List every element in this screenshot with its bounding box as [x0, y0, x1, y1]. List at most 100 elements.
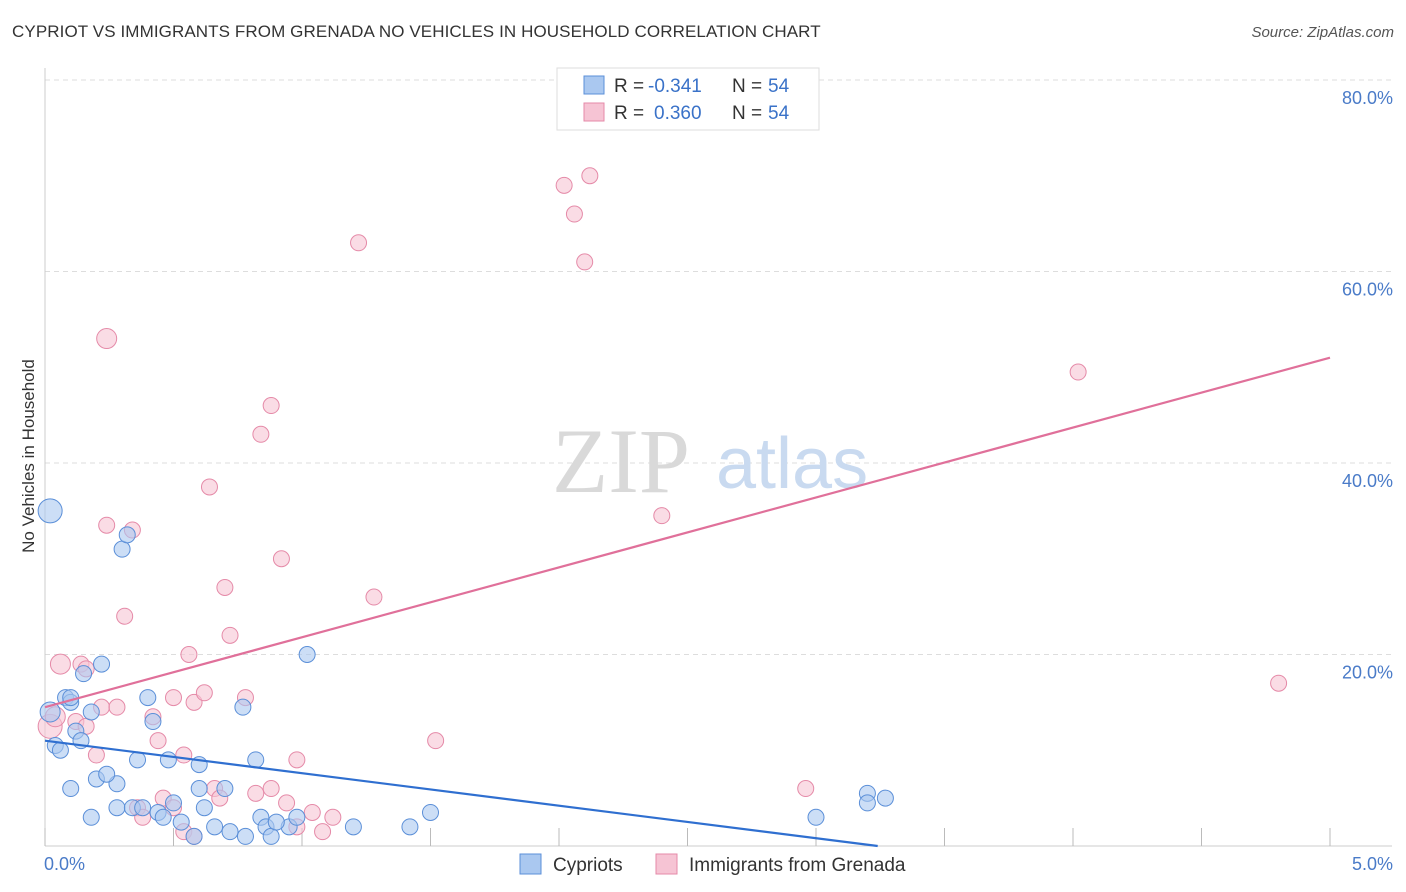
grenada-point	[221, 626, 239, 644]
legend-n-value-2: 54	[768, 103, 790, 124]
series-legend-label-cypriots: Cypriots	[553, 855, 623, 876]
cypriot-point	[221, 823, 239, 841]
legend-swatch-grenada	[583, 102, 605, 122]
grenada-point	[576, 253, 594, 271]
cypriot-point	[185, 827, 203, 845]
legend-r-value-1: -0.341	[648, 76, 702, 97]
cypriot-point	[422, 803, 439, 821]
cypriot-point	[82, 808, 100, 826]
cypriot-point	[159, 751, 177, 769]
series-legend-swatch-grenada	[655, 853, 678, 875]
cypriot-point	[190, 780, 208, 798]
cypriot-point	[108, 799, 126, 817]
y-tick-label: 20.0%	[1342, 663, 1393, 683]
grenada-point	[262, 780, 280, 798]
grenada-point	[175, 746, 193, 764]
cypriot-point	[288, 808, 306, 826]
legend-n-label-1: N =	[732, 76, 762, 97]
cypriot-point	[154, 808, 172, 826]
watermark: ZIP atlas	[552, 410, 868, 512]
grenada-point	[1270, 674, 1288, 692]
cypriot-point	[344, 818, 362, 836]
cypriot-point	[129, 751, 147, 769]
grenada-trend-line	[44, 356, 1331, 709]
series-legend-label-grenada: Immigrants from Grenada	[689, 855, 906, 876]
grenada-point	[324, 808, 342, 826]
cypriot-point	[62, 780, 80, 798]
cypriot-point	[134, 799, 152, 817]
x-tick-label-min: 0.0%	[44, 854, 85, 874]
grenada-point	[365, 588, 383, 606]
cypriot-point	[267, 813, 285, 831]
cypriot-point	[172, 813, 190, 831]
grenada-point	[653, 507, 671, 525]
cypriot-point	[858, 794, 876, 812]
y-tick-label: 60.0%	[1342, 280, 1393, 300]
cypriot-point	[876, 789, 894, 807]
y-axis-label: No Vehicles in Household	[19, 359, 38, 553]
cypriot-point	[51, 741, 69, 759]
grenada-point	[108, 698, 126, 716]
grenada-point	[216, 578, 234, 596]
grenada-point	[303, 803, 321, 821]
legend-r-label-1: R =	[614, 76, 644, 97]
grenada-point	[797, 780, 815, 798]
cypriot-points	[37, 498, 894, 845]
cypriot-point	[206, 818, 224, 836]
grenada-point	[272, 550, 290, 568]
tick-labels: 20.0% 40.0% 60.0% 80.0% 0.0% 5.0%	[44, 88, 1393, 874]
cypriot-point	[98, 765, 116, 783]
grenada-point	[200, 478, 218, 496]
grenada-point	[98, 516, 116, 534]
grenada-point	[180, 646, 198, 663]
cypriot-point	[75, 665, 93, 683]
grenada-point	[350, 234, 368, 252]
cypriot-point	[247, 751, 265, 769]
x-tick-label-max: 5.0%	[1352, 854, 1393, 874]
y-tick-label: 80.0%	[1342, 88, 1393, 108]
cypriot-point	[93, 655, 111, 673]
legend-swatch-cypriots	[583, 75, 605, 95]
cypriot-point	[234, 698, 252, 716]
legend-r-value-2: 0.360	[654, 103, 702, 124]
grenada-point	[247, 784, 265, 802]
grenada-point	[427, 732, 445, 750]
grenada-point	[581, 167, 599, 185]
cypriot-point	[165, 794, 182, 812]
legend-r-label-2: R =	[614, 103, 644, 124]
cypriot-point	[139, 689, 157, 707]
cypriot-trend-line	[44, 739, 878, 848]
grenada-point	[262, 397, 280, 415]
grenada-point	[96, 328, 118, 350]
cypriot-point	[37, 498, 63, 524]
watermark-zip: ZIP	[552, 410, 690, 512]
grenada-point	[252, 425, 270, 443]
grenada-point	[49, 653, 71, 675]
grenada-point	[314, 823, 332, 841]
correlation-legend: R = -0.341 N = 54 R = 0.360 N = 54	[556, 67, 820, 131]
cypriot-point	[195, 799, 213, 817]
grenada-point	[555, 176, 573, 194]
cypriot-point	[216, 780, 234, 798]
cypriot-point	[807, 808, 825, 826]
grenada-point	[1069, 363, 1087, 381]
legend-n-value-1: 54	[768, 76, 790, 97]
y-tick-label: 40.0%	[1342, 471, 1393, 491]
grenada-point	[195, 684, 213, 702]
cypriot-point	[262, 827, 280, 845]
cypriot-point	[298, 646, 316, 663]
legend-n-label-2: N =	[732, 103, 762, 124]
series-legend: Cypriots Immigrants from Grenada	[519, 853, 906, 876]
chart-title: CYPRIOT VS IMMIGRANTS FROM GRENADA NO VE…	[12, 22, 821, 41]
series-legend-swatch-cypriots	[519, 853, 542, 875]
cypriot-point	[113, 540, 131, 558]
cypriot-point	[144, 713, 162, 731]
trend-lines	[44, 356, 1331, 848]
grenada-point	[565, 205, 583, 223]
source-credit: Source: ZipAtlas.com	[1251, 24, 1394, 41]
cypriot-point	[82, 703, 100, 721]
watermark-atlas: atlas	[716, 424, 868, 504]
grenada-point	[288, 751, 306, 769]
grenada-point	[87, 746, 105, 764]
